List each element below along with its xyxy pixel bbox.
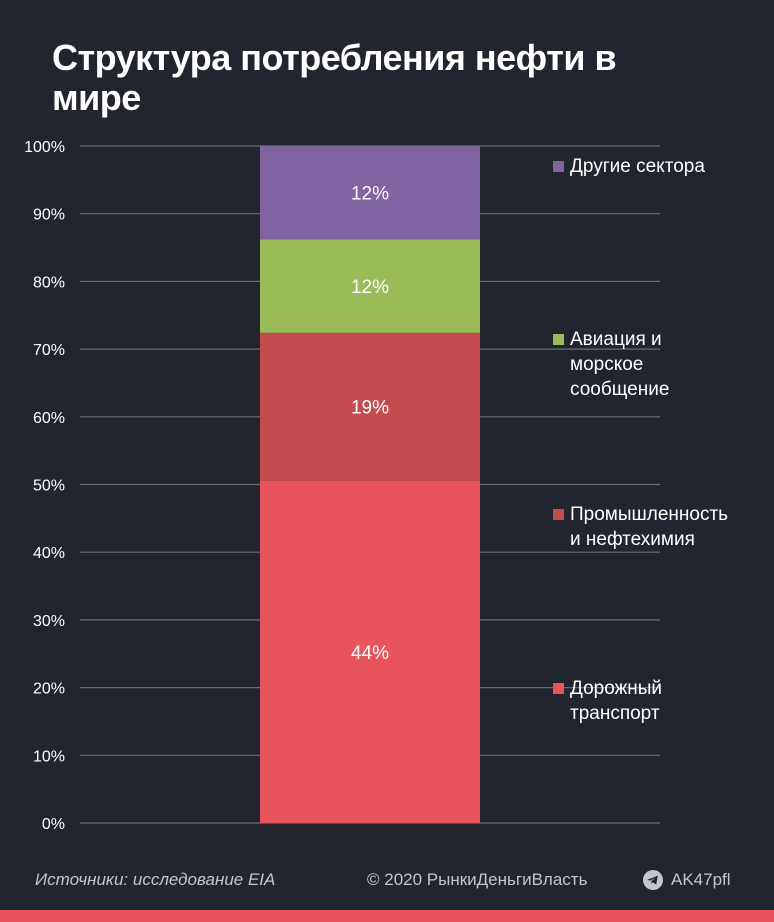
legend-item-industry: Промышленность и нефтехимия	[553, 502, 728, 552]
source-note: Источники: исследование EIA	[35, 870, 276, 889]
bar-value-label: 12%	[351, 277, 389, 298]
y-tick-label: 50%	[33, 478, 65, 495]
legend-label-road: Дорожный транспорт	[570, 678, 663, 724]
bar-segment-0	[260, 480, 480, 823]
bar-value-label: 19%	[351, 398, 389, 419]
legend-item-aviation: Авиация и морское сообщение	[553, 327, 669, 402]
telegram-icon	[643, 870, 663, 890]
bar-segment-1	[260, 332, 480, 481]
bar-value-label: 12%	[351, 184, 389, 205]
legend-label-industry: Промышленность и нефтехимия	[570, 504, 729, 550]
bottom-accent-bar	[0, 910, 774, 922]
telegram-handle[interactable]: AK47pfl	[643, 870, 731, 890]
legend-item-other: Другие сектора	[553, 154, 705, 179]
legend-swatch-other	[553, 161, 564, 172]
bar-segment-2	[260, 239, 480, 333]
bar-value-label: 44%	[351, 643, 389, 664]
legend-swatch-aviation	[553, 334, 564, 345]
y-tick-label: 80%	[33, 274, 65, 291]
y-tick-label: 0%	[42, 816, 65, 833]
legend-swatch-industry	[553, 509, 564, 520]
legend-item-road: Дорожный транспорт	[553, 676, 662, 726]
stacked-bar-chart: 44% 19% 12% 12% 0% 10% 20% 30% 40% 50% 60% 70% 80% 9…	[24, 139, 660, 833]
y-tick-label: 20%	[33, 681, 65, 698]
telegram-handle-text: AK47pfl	[671, 870, 731, 889]
y-tick-label: 60%	[33, 410, 65, 427]
bar-segment-3	[260, 146, 480, 240]
y-tick-label: 40%	[33, 545, 65, 562]
y-tick-label: 90%	[33, 207, 65, 224]
legend-swatch-road	[553, 683, 564, 694]
legend-label-aviation: Авиация и морское сообщение	[570, 329, 670, 400]
copyright: © 2020 РынкиДеньгиВласть	[367, 870, 588, 889]
y-tick-label: 10%	[33, 748, 65, 765]
legend-label-other: Другие сектора	[570, 156, 705, 177]
y-tick-label: 70%	[33, 342, 65, 359]
y-tick-label: 30%	[33, 613, 65, 630]
chart-title: Структура потребления нефти в мире	[52, 37, 617, 118]
y-tick-label: 100%	[24, 139, 65, 156]
